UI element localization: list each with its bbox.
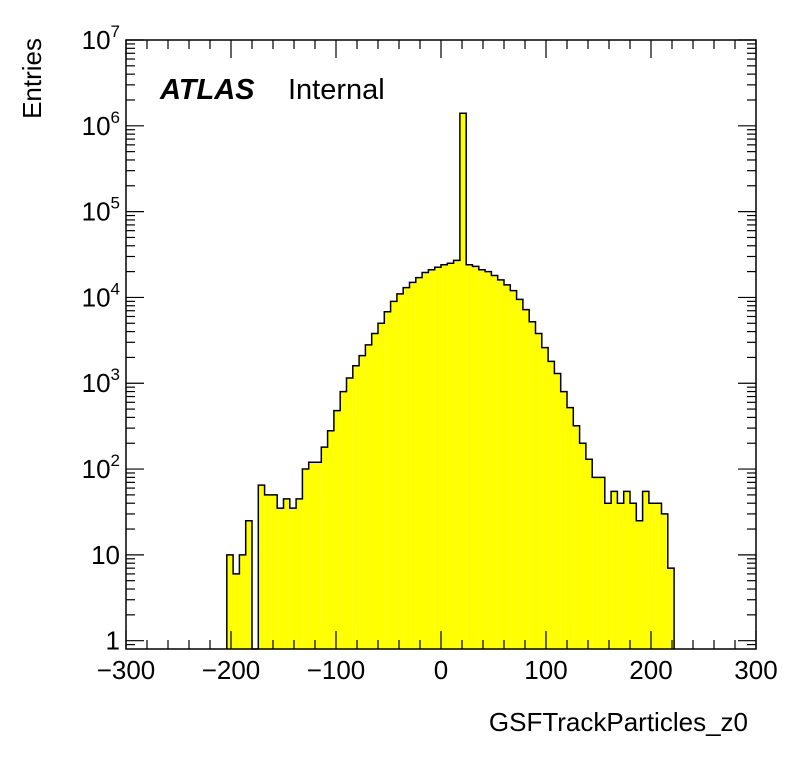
x-tick-label: 300: [734, 655, 777, 685]
histogram-bar: [409, 282, 416, 649]
y-tick-label: 10: [91, 540, 120, 570]
histogram-bar: [453, 260, 460, 649]
y-tick-label: 107: [82, 22, 120, 55]
histogram-bar: [661, 513, 668, 649]
histogram-bar: [611, 491, 618, 649]
histogram-bar: [327, 430, 334, 649]
histogram-bar: [592, 477, 599, 649]
y-tick-label: 104: [82, 279, 120, 312]
y-tick-label: 105: [82, 194, 120, 227]
histogram-bar: [365, 344, 372, 649]
histogram-bar: [434, 267, 441, 649]
x-tick-label: −100: [307, 655, 366, 685]
x-tick-label: 200: [629, 655, 672, 685]
histogram-bar: [648, 503, 656, 649]
histogram-bar: [485, 271, 492, 649]
histogram-bar: [302, 469, 309, 649]
histogram-bar: [516, 299, 523, 649]
histogram-bar: [321, 447, 328, 649]
histogram-bar: [529, 321, 536, 649]
histogram-bar: [579, 443, 586, 649]
histogram-bar: [384, 311, 391, 649]
histogram-bar: [308, 462, 315, 649]
histogram-bar: [535, 333, 542, 649]
x-tick-labels: −300 −200 −100 0 100 200 300: [97, 655, 778, 685]
histogram-bar: [510, 290, 517, 649]
histogram-bar: [573, 425, 580, 649]
histogram-bar: [277, 508, 284, 649]
histogram-bar: [239, 554, 246, 649]
histogram-bar: [333, 410, 341, 649]
histogram-bar: [554, 373, 561, 649]
histogram-bar: [422, 272, 429, 649]
axis-ticks: [125, 39, 757, 649]
histogram-bar: [567, 407, 574, 649]
histogram-bar: [315, 462, 322, 649]
x-tick-label: −200: [202, 655, 261, 685]
histogram-bar: [390, 301, 397, 649]
histogram-bar: [270, 494, 278, 649]
histogram-bar: [630, 503, 637, 649]
histogram-bar: [346, 378, 353, 649]
histogram-bar: [598, 477, 605, 649]
histogram-bar: [655, 503, 662, 649]
y-axis-title: Entries: [17, 38, 47, 119]
histogram-bar: [415, 277, 423, 649]
x-tick-label: −300: [97, 655, 156, 685]
atlas-label: ATLAS: [159, 74, 255, 106]
histogram-bar: [296, 498, 303, 649]
y-tick-labels: 1 10 102 103 104 105 106 107: [82, 22, 120, 656]
histogram-bar: [491, 275, 498, 649]
y-tick-label: 106: [82, 108, 120, 141]
histogram-bar: [472, 266, 479, 649]
histogram-outline: [226, 112, 675, 650]
histogram-bar: [428, 269, 435, 649]
histogram-bar: [352, 365, 360, 649]
histogram-bar: [617, 503, 624, 649]
histogram-bar: [604, 503, 612, 649]
histogram-bar: [283, 498, 290, 649]
histogram-bar: [585, 459, 593, 649]
histogram-bar: [548, 361, 555, 649]
histogram-bar: [497, 279, 504, 649]
internal-label: Internal: [288, 74, 385, 106]
histogram-bar: [245, 520, 252, 649]
y-tick-label: 103: [82, 365, 120, 398]
histogram-bar: [560, 391, 567, 649]
histogram-bar: [522, 309, 530, 649]
histogram-bar: [258, 485, 265, 649]
histogram-bar: [378, 323, 385, 649]
histogram-bar: [371, 333, 378, 649]
histogram-bar: [289, 508, 297, 649]
histogram-bar: [642, 491, 649, 649]
histogram-bar: [459, 113, 467, 649]
histogram-bar: [441, 264, 448, 649]
histogram-bar: [541, 347, 549, 649]
histogram-bar: [359, 355, 366, 649]
histogram-bar: [504, 284, 511, 649]
histogram-bar: [264, 494, 271, 649]
histogram-bar: [447, 263, 454, 649]
y-tick-label: 102: [82, 451, 120, 484]
histogram-bars: [226, 113, 675, 649]
histogram-bar: [226, 554, 234, 649]
y-tick-label: 1: [106, 626, 120, 656]
histogram-bar: [623, 491, 630, 649]
histogram-bar: [396, 293, 404, 649]
x-tick-label: 100: [524, 655, 567, 685]
x-tick-label: 0: [434, 655, 448, 685]
histogram-bar: [478, 269, 486, 649]
histogram-bar: [667, 568, 675, 649]
histogram-bar: [340, 391, 347, 649]
x-axis-title: GSFTrackParticles_z0: [489, 707, 748, 737]
histogram-bar: [636, 520, 643, 649]
histogram-bar: [233, 573, 240, 649]
histogram-bar: [466, 264, 473, 649]
histogram-bar: [403, 287, 410, 649]
